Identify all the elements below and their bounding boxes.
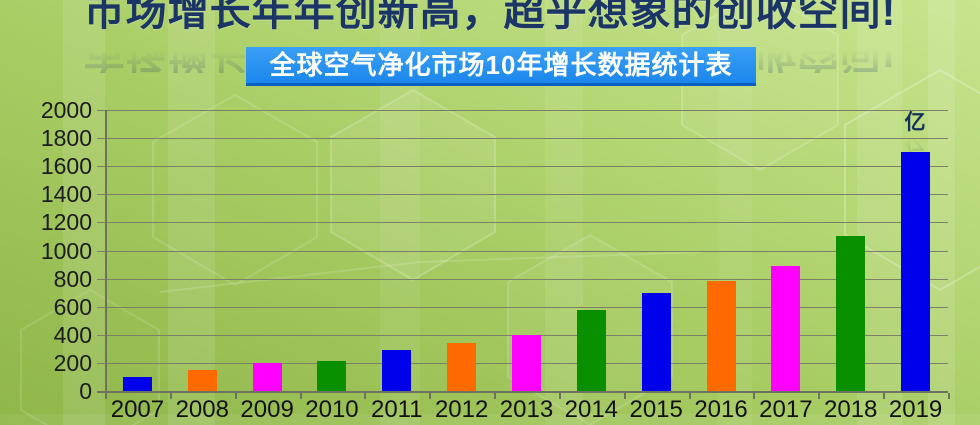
y-axis-tick-label: 1800	[40, 125, 92, 152]
x-axis-tick	[299, 393, 302, 399]
y-gridline	[97, 138, 948, 140]
chart-bar-2017	[771, 265, 801, 391]
y-unit-label: 亿	[904, 111, 926, 134]
y-axis-line	[105, 110, 107, 393]
y-gridline	[97, 250, 948, 252]
x-axis-tick	[558, 393, 561, 399]
floor-highlight-band	[0, 414, 980, 425]
x-axis-tick-label: 2012	[434, 396, 489, 423]
x-axis-tick	[623, 393, 626, 399]
x-axis-tick	[429, 393, 432, 399]
x-axis-tick-label: 2013	[499, 396, 554, 423]
chart-bar-2008	[187, 369, 217, 391]
x-axis-tick-label: 2016	[694, 396, 748, 423]
y-gridline	[97, 306, 948, 308]
chart-bar-2010	[317, 361, 347, 391]
x-axis-tick	[688, 393, 691, 399]
chart-bar-2012	[447, 343, 477, 391]
x-axis-tick	[883, 393, 886, 399]
y-axis-tick-label: 1200	[40, 209, 92, 236]
x-axis-tick-label: 2009	[240, 396, 294, 423]
y-gridline	[97, 110, 948, 111]
y-axis-tick-label: 1600	[40, 153, 92, 180]
y-axis-tick-label: 2000	[40, 97, 92, 123]
y-gridline	[97, 222, 948, 224]
x-axis-tick	[364, 393, 367, 399]
chart-bar-2018	[836, 236, 866, 391]
x-axis-tick	[234, 393, 237, 399]
page-title: 市场增长年年创新高，超乎想象的创收空间!	[83, 0, 897, 34]
y-axis-tick-label: 0	[79, 378, 92, 404]
chart-bar-2014	[576, 309, 606, 391]
x-axis-tick-label: 2007	[110, 396, 165, 423]
y-gridline	[97, 166, 948, 168]
x-axis-tick-label: 2017	[759, 396, 813, 423]
chart-bar-2009	[252, 362, 282, 391]
chart-subtitle-banner: 全球空气净化市场10年增长数据统计表	[246, 47, 756, 86]
chart-bar-2011	[382, 350, 412, 391]
y-axis-tick-label: 800	[53, 265, 92, 292]
x-axis-tick-label: 2010	[305, 396, 359, 423]
x-axis-tick-label: 2019	[888, 396, 943, 423]
x-axis-tick	[948, 393, 950, 399]
chart-bar-2007	[122, 376, 152, 391]
chart-bar-2019	[901, 152, 931, 391]
x-axis-tick	[818, 393, 821, 399]
x-axis-tick-label: 2015	[629, 396, 683, 423]
x-axis-tick-label: 2008	[175, 396, 229, 423]
x-axis-tick-label: 2011	[370, 396, 423, 423]
x-axis-tick-label: 2018	[824, 396, 878, 423]
y-gridline	[97, 194, 948, 196]
y-axis-tick-label: 600	[53, 293, 92, 320]
x-axis-line	[97, 391, 948, 393]
chart-bar-2013	[512, 334, 541, 391]
y-axis-tick-label: 1000	[40, 237, 92, 264]
x-axis-tick	[753, 393, 756, 399]
x-axis-tick	[169, 393, 172, 399]
y-axis-tick-label: 400	[53, 321, 92, 348]
x-axis-tick-label: 2014	[564, 396, 619, 423]
x-axis-tick	[105, 393, 107, 399]
y-axis-tick-label: 200	[53, 349, 92, 376]
chart-bar-2016	[706, 281, 736, 391]
chart-bar-2015	[641, 292, 671, 391]
y-unit-label-reflection: 亿	[904, 130, 926, 153]
y-axis-tick-label: 1400	[40, 181, 92, 208]
x-axis-tick	[494, 393, 497, 399]
y-gridline	[97, 278, 948, 280]
